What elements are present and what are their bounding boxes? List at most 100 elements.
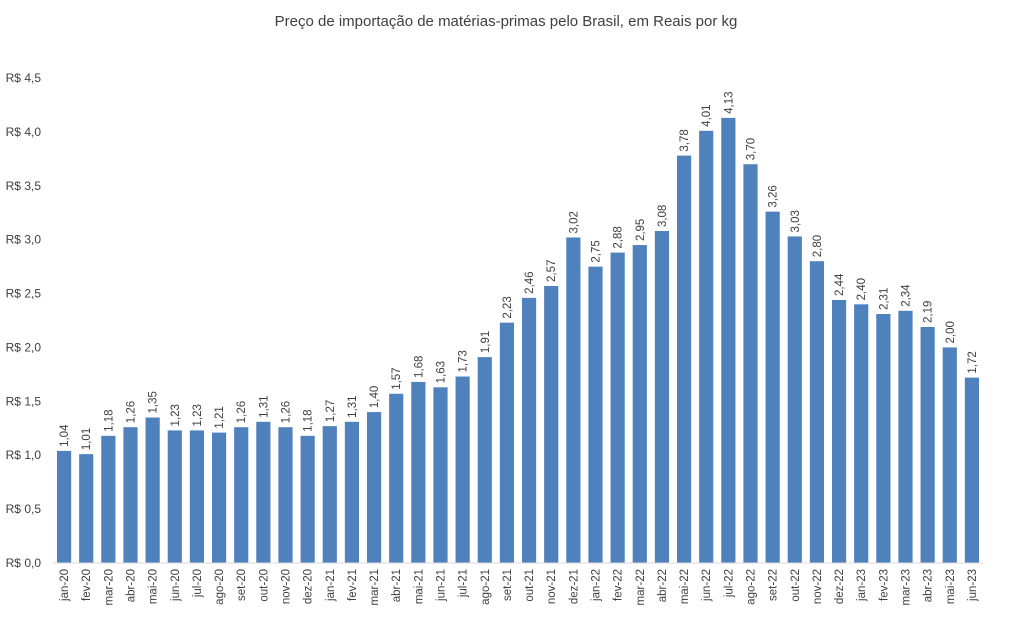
bar [101, 435, 116, 563]
data-label: 1,68 [413, 356, 425, 378]
x-tick-label: ago-22 [746, 569, 758, 605]
data-label: 3,70 [746, 138, 758, 160]
data-labels-group: 1,04 1,01 1,18 1,26 1,35 1,23 1,23 1,21 1,26 1,31… [59, 91, 979, 450]
x-tick-label: jul-20 [192, 569, 204, 598]
data-label: 3,26 [768, 185, 780, 207]
x-tick-label: mai-21 [413, 569, 425, 604]
x-tick-label: abr-22 [657, 569, 669, 602]
y-tick-label: R$ 3,0 [6, 233, 42, 247]
bar [898, 310, 913, 563]
data-label: 4,13 [723, 91, 735, 113]
data-label: 1,26 [236, 401, 248, 423]
x-tick-label: fev-21 [347, 569, 359, 601]
y-tick-label: R$ 2,5 [6, 287, 42, 301]
x-tick-label: fev-22 [613, 569, 625, 601]
y-tick-label: R$ 0,0 [6, 556, 42, 570]
bar [566, 237, 581, 563]
x-tick-label: out-20 [258, 569, 270, 602]
x-tick-label: out-21 [524, 569, 536, 602]
bar [145, 417, 160, 563]
x-tick-label: ago-20 [214, 569, 226, 605]
y-tick-label: R$ 1,5 [6, 394, 42, 408]
y-tick-label: R$ 1,0 [6, 448, 42, 462]
bar [876, 314, 891, 563]
bars-group [56, 117, 980, 564]
bar [300, 435, 315, 563]
x-tick-label: mai-23 [945, 569, 957, 604]
data-label: 2,44 [834, 273, 846, 296]
data-label: 1,72 [967, 351, 979, 373]
bar [588, 266, 603, 563]
data-label: 2,19 [923, 301, 935, 323]
data-label: 2,46 [524, 271, 536, 293]
data-label: 1,57 [391, 367, 403, 389]
x-tick-label: jan-21 [325, 569, 337, 602]
data-label: 1,26 [126, 401, 138, 423]
x-tick-label: set-21 [502, 569, 514, 601]
data-label: 1,31 [258, 395, 270, 417]
bar [322, 426, 337, 563]
data-label: 3,02 [568, 211, 580, 233]
x-tick-label: dez-22 [834, 569, 846, 604]
bar [809, 261, 825, 563]
bar [942, 347, 957, 563]
bar [167, 430, 182, 563]
x-tick-label: out-22 [790, 569, 802, 602]
bar [787, 236, 802, 563]
x-tick-label: nov-22 [812, 569, 824, 604]
y-axis: R$ 0,0 R$ 0,5 R$ 1,0 R$ 1,5 R$ 2,0 R$ 2,5 R$ 3… [6, 71, 42, 570]
x-tick-label: mai-22 [679, 569, 691, 604]
x-tick-label: jun-23 [967, 569, 979, 602]
data-label: 2,95 [635, 219, 647, 241]
data-label: 1,18 [103, 409, 115, 431]
x-tick-label: mar-23 [901, 569, 913, 605]
bar [79, 454, 94, 563]
x-tick-label: mar-21 [369, 569, 381, 605]
bar [499, 322, 515, 563]
bar [676, 155, 692, 563]
bar [699, 130, 714, 563]
bar [234, 427, 249, 563]
data-label: 2,31 [878, 288, 890, 310]
x-tick-label: abr-23 [923, 569, 935, 602]
data-label: 2,00 [945, 321, 957, 343]
data-label: 1,31 [347, 395, 359, 417]
bar [123, 427, 138, 563]
y-tick-label: R$ 4,5 [6, 71, 42, 85]
bar [831, 300, 847, 563]
bar [964, 377, 980, 563]
x-tick-label: ago-21 [480, 569, 492, 605]
data-label: 1,35 [148, 391, 160, 413]
bar [344, 421, 360, 563]
bar [366, 412, 382, 563]
x-tick-label: jun-22 [701, 569, 713, 602]
x-tick-label: jan-23 [856, 569, 868, 602]
y-tick-label: R$ 0,5 [6, 502, 42, 516]
x-axis: jan-20 fev-20 mar-20 abr-20 mai-20 jun-20 jul-… [59, 569, 979, 605]
bar [920, 326, 935, 563]
y-tick-label: R$ 4,0 [6, 125, 42, 139]
data-label: 3,78 [679, 129, 691, 151]
bar [433, 387, 448, 563]
data-label: 1,18 [303, 409, 315, 431]
x-tick-label: jun-21 [436, 569, 448, 602]
data-label: 1,26 [281, 401, 293, 423]
data-label: 2,80 [812, 235, 824, 257]
x-tick-label: dez-21 [568, 569, 580, 604]
bar [477, 357, 492, 563]
x-tick-label: fev-23 [878, 569, 890, 601]
bar [521, 297, 537, 563]
data-label: 1,40 [369, 386, 381, 408]
data-label: 1,23 [192, 404, 204, 426]
bar [278, 427, 293, 563]
data-label: 2,88 [613, 226, 625, 248]
bar [389, 393, 404, 563]
x-tick-label: mar-20 [103, 569, 115, 605]
x-tick-label: mar-22 [635, 569, 647, 605]
data-label: 1,73 [458, 350, 470, 372]
bar [544, 286, 559, 563]
data-label: 2,40 [856, 278, 868, 300]
x-tick-label: jan-22 [591, 569, 603, 602]
bar [610, 252, 625, 563]
